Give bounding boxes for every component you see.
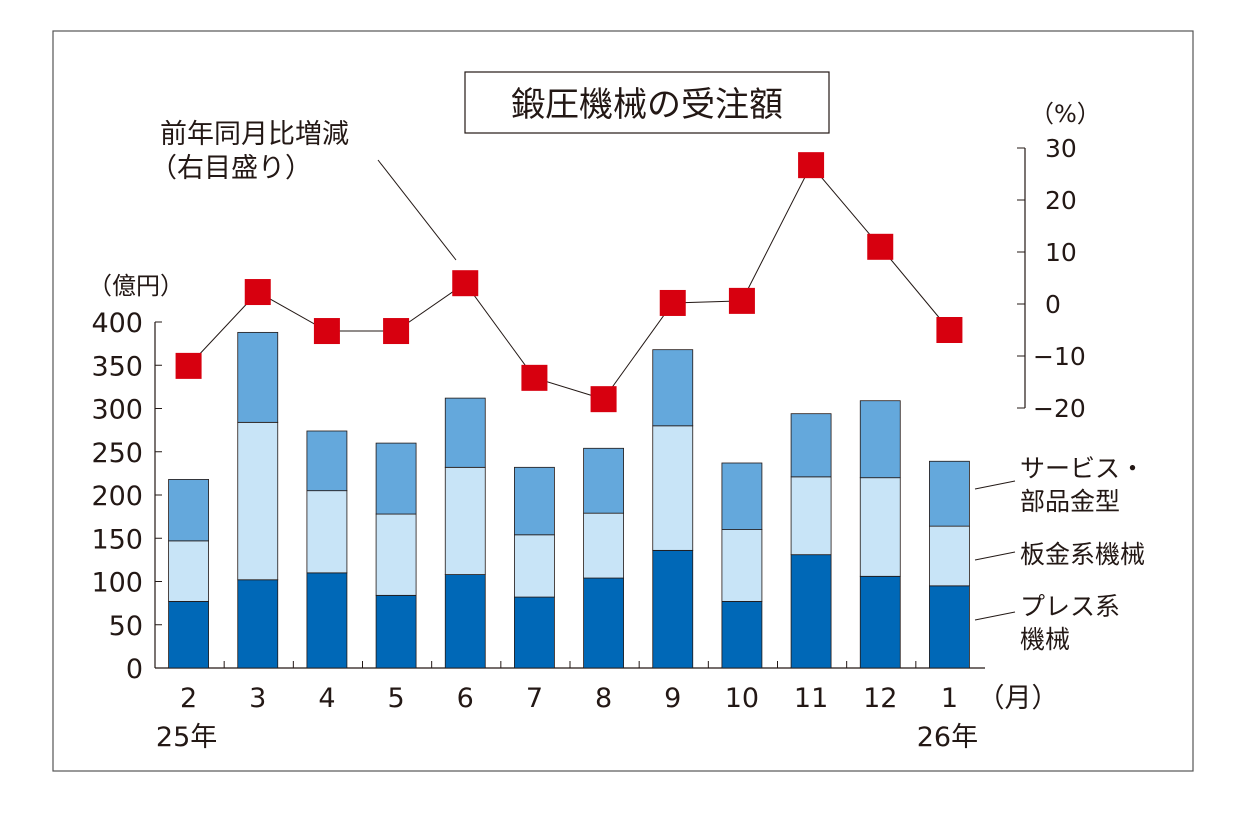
series-label: 部品金型 bbox=[1020, 487, 1120, 516]
bar-sheet-metal bbox=[929, 525, 970, 587]
x-tick-label: 1 bbox=[941, 683, 958, 714]
x-tick-label: 5 bbox=[387, 683, 404, 714]
bar-press bbox=[583, 577, 624, 669]
bar-service bbox=[168, 479, 209, 542]
bar-press bbox=[652, 549, 694, 669]
bar-service bbox=[237, 331, 279, 423]
bar-service bbox=[790, 413, 832, 478]
bar-service bbox=[306, 430, 348, 492]
line-series-label: 前年同月比増減 bbox=[160, 119, 349, 150]
year-label: 25年 bbox=[156, 722, 217, 753]
bar-service bbox=[375, 442, 417, 515]
bar-service bbox=[444, 397, 486, 468]
bar-sheet-metal bbox=[237, 421, 279, 581]
line-series-leader bbox=[377, 159, 457, 261]
right-axis-unit: （%） bbox=[1030, 100, 1101, 128]
bar-sheet-metal bbox=[790, 476, 832, 556]
x-tick-label: 3 bbox=[249, 683, 266, 714]
bar-sheet-metal bbox=[652, 425, 694, 551]
yoy-marker bbox=[175, 352, 202, 379]
right-tick-label: −20 bbox=[1033, 394, 1086, 423]
x-tick-label: 2 bbox=[180, 683, 197, 714]
left-tick-label: 200 bbox=[91, 481, 143, 512]
x-tick-label: 12 bbox=[863, 683, 897, 714]
series-leader bbox=[974, 551, 1016, 561]
yoy-marker bbox=[936, 317, 963, 343]
bar-service bbox=[859, 400, 901, 479]
bar-sheet-metal bbox=[721, 529, 763, 602]
series-label: サービス・ bbox=[1020, 454, 1145, 483]
right-tick-label: 0 bbox=[1045, 290, 1061, 319]
x-tick-label: 11 bbox=[794, 683, 828, 714]
yoy-marker bbox=[659, 289, 686, 316]
bars bbox=[168, 331, 970, 669]
series-leader bbox=[974, 480, 1016, 490]
yoy-marker bbox=[798, 152, 825, 179]
left-tick-label: 100 bbox=[91, 568, 143, 599]
line-series-label: （右目盛り） bbox=[150, 153, 312, 184]
bar-press bbox=[514, 596, 555, 669]
right-tick-label: 10 bbox=[1045, 238, 1077, 267]
bar-service bbox=[652, 349, 694, 427]
bar-sheet-metal bbox=[514, 534, 555, 598]
left-tick-label: 350 bbox=[91, 351, 143, 382]
left-tick-label: 150 bbox=[91, 524, 143, 555]
bar-sheet-metal bbox=[583, 512, 624, 579]
yoy-marker bbox=[452, 270, 479, 297]
x-tick-label: 10 bbox=[725, 683, 759, 714]
bar-service bbox=[929, 460, 970, 527]
x-tick-label: 6 bbox=[457, 683, 474, 714]
title-box bbox=[464, 71, 830, 134]
left-tick-label: 300 bbox=[91, 395, 143, 426]
right-tick-label: 30 bbox=[1045, 134, 1077, 163]
yoy-marker bbox=[313, 318, 340, 345]
left-tick-label: 400 bbox=[91, 308, 143, 339]
bar-press bbox=[790, 554, 832, 669]
line-series bbox=[175, 152, 963, 413]
bar-press bbox=[375, 594, 417, 669]
left-tick-label: 250 bbox=[91, 438, 143, 469]
yoy-marker bbox=[244, 279, 271, 306]
series-label: 機械 bbox=[1020, 625, 1070, 654]
year-label: 26年 bbox=[917, 722, 978, 753]
left-axis-unit: （億円） bbox=[88, 272, 184, 300]
bar-press bbox=[306, 572, 348, 669]
bar-press bbox=[859, 575, 901, 669]
yoy-marker bbox=[590, 386, 617, 413]
right-tick-label: 20 bbox=[1045, 186, 1077, 215]
right-tick-label: −10 bbox=[1033, 342, 1086, 371]
yoy-marker bbox=[728, 287, 755, 314]
bar-press bbox=[721, 600, 763, 669]
x-axis-unit: （月） bbox=[978, 683, 1059, 714]
yoy-marker bbox=[521, 364, 548, 391]
x-tick-label: 9 bbox=[664, 683, 681, 714]
bar-sheet-metal bbox=[375, 513, 417, 596]
x-tick-label: 4 bbox=[318, 683, 335, 714]
series-label: プレス系 bbox=[1020, 592, 1120, 621]
series-label: 板金系機械 bbox=[1020, 540, 1145, 569]
bar-press bbox=[168, 600, 209, 669]
series-leader bbox=[974, 611, 1016, 621]
left-tick-label: 0 bbox=[126, 654, 143, 685]
bar-service bbox=[721, 462, 763, 530]
x-tick-label: 8 bbox=[595, 683, 612, 714]
bar-press bbox=[444, 574, 486, 669]
chart-title: 鍛圧機械の受注額 bbox=[511, 85, 783, 125]
x-tick-label: 7 bbox=[526, 683, 543, 714]
bar-sheet-metal bbox=[168, 540, 209, 602]
bar-press bbox=[929, 585, 970, 669]
yoy-marker bbox=[383, 318, 410, 345]
bar-sheet-metal bbox=[306, 490, 348, 574]
bar-sheet-metal bbox=[859, 477, 901, 577]
left-tick-label: 50 bbox=[109, 611, 143, 642]
yoy-marker bbox=[867, 233, 894, 260]
bar-sheet-metal bbox=[444, 466, 486, 575]
bar-service bbox=[583, 447, 624, 514]
bar-press bbox=[237, 579, 279, 669]
bar-service bbox=[514, 466, 555, 536]
